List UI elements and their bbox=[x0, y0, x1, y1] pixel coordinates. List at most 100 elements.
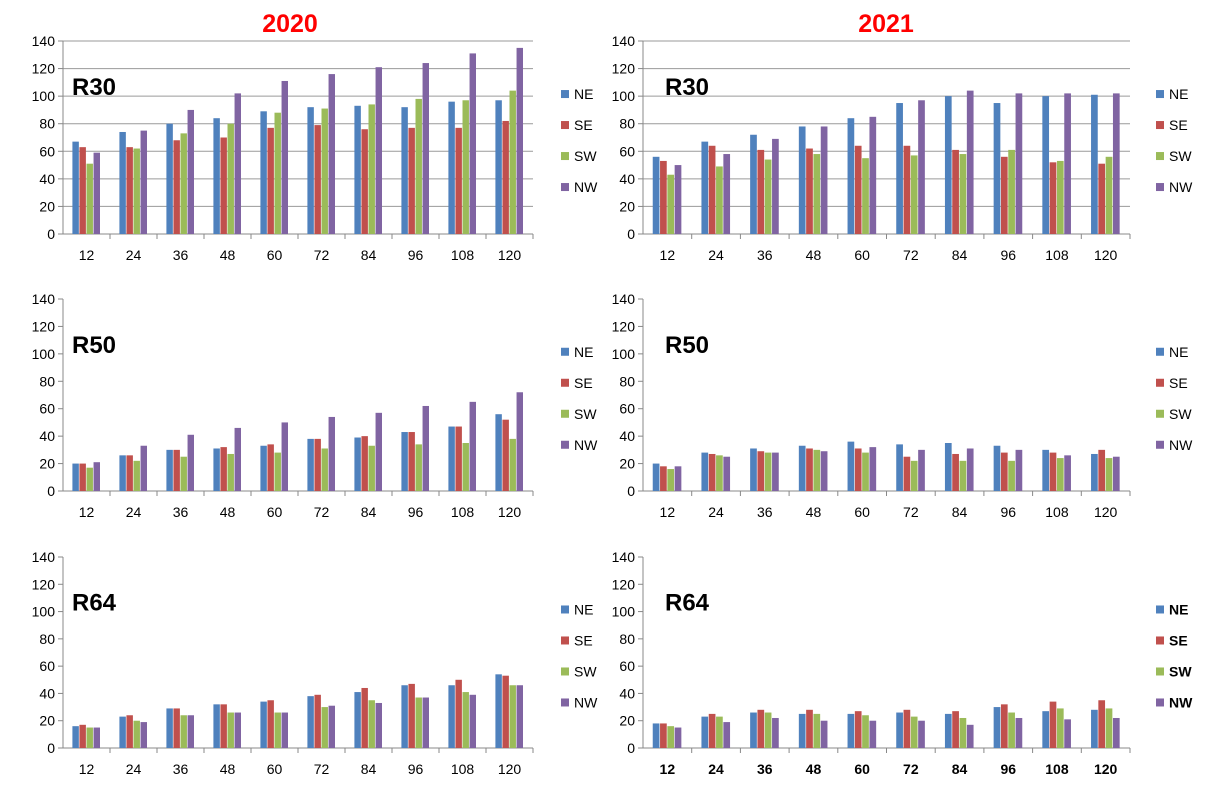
bar-ne-48 bbox=[798, 713, 806, 748]
bar-sw-60 bbox=[274, 712, 281, 748]
bar-sw-48 bbox=[227, 453, 234, 491]
bar-ne-72 bbox=[307, 107, 314, 234]
bar-ne-60 bbox=[260, 445, 267, 491]
bar-ne-24 bbox=[701, 716, 709, 748]
legend-label-ne: NE bbox=[1169, 601, 1188, 617]
x-tick-label: 36 bbox=[757, 504, 773, 520]
bar-nw-36 bbox=[772, 717, 779, 748]
bar-sw-96 bbox=[1008, 712, 1015, 748]
bar-ne-108 bbox=[448, 101, 455, 235]
bar-ne-84 bbox=[944, 96, 952, 235]
panel-label: R64 bbox=[72, 589, 117, 616]
legend-label-se: SE bbox=[574, 117, 593, 133]
bar-ne-36 bbox=[166, 123, 173, 234]
legend-swatch-nw bbox=[1156, 698, 1164, 707]
x-tick-label: 108 bbox=[451, 761, 475, 777]
bar-ne-24 bbox=[701, 452, 709, 491]
y-tick-label: 100 bbox=[32, 604, 56, 620]
bar-se-72 bbox=[314, 438, 321, 491]
bar-ne-36 bbox=[750, 712, 757, 748]
bar-sw-48 bbox=[227, 712, 234, 748]
y-tick-label: 120 bbox=[612, 576, 636, 592]
bar-nw-84 bbox=[966, 724, 974, 748]
bar-ne-12 bbox=[652, 463, 660, 491]
legend-swatch-sw bbox=[561, 667, 569, 676]
y-tick-label: 140 bbox=[612, 291, 636, 307]
legend-label-nw: NW bbox=[574, 437, 598, 453]
bar-ne-96 bbox=[993, 445, 1001, 491]
bar-se-72 bbox=[314, 125, 321, 234]
y-tick-label: 20 bbox=[619, 456, 635, 472]
bar-sw-72 bbox=[321, 448, 328, 491]
x-tick-label: 60 bbox=[267, 247, 283, 263]
x-tick-label: 48 bbox=[806, 504, 822, 520]
bar-sw-72 bbox=[910, 460, 918, 491]
bar-sw-72 bbox=[321, 707, 328, 748]
bar-sw-108 bbox=[1056, 160, 1064, 234]
bar-nw-12 bbox=[674, 727, 682, 748]
bar-sw-12 bbox=[667, 174, 675, 234]
x-tick-label: 120 bbox=[498, 247, 522, 263]
bar-ne-120 bbox=[495, 100, 502, 235]
bar-se-48 bbox=[220, 704, 227, 748]
bar-se-108 bbox=[1049, 162, 1057, 234]
y-tick-label: 140 bbox=[32, 33, 56, 49]
bar-sw-72 bbox=[321, 108, 328, 234]
legend-label-ne: NE bbox=[574, 86, 593, 102]
bar-se-24 bbox=[708, 453, 716, 491]
x-tick-label: 72 bbox=[903, 761, 919, 777]
legend-label-ne: NE bbox=[1169, 86, 1188, 102]
bar-se-36 bbox=[173, 708, 180, 748]
x-tick-label: 48 bbox=[220, 247, 236, 263]
y-tick-label: 60 bbox=[39, 658, 55, 674]
x-tick-label: 12 bbox=[660, 504, 676, 520]
bar-nw-72 bbox=[918, 720, 925, 748]
bar-sw-24 bbox=[133, 148, 140, 234]
bar-nw-48 bbox=[820, 720, 828, 748]
bar-se-36 bbox=[757, 709, 765, 748]
x-tick-label: 60 bbox=[267, 761, 283, 777]
bar-sw-36 bbox=[180, 456, 187, 491]
x-tick-label: 24 bbox=[126, 504, 142, 520]
bar-nw-60 bbox=[281, 712, 288, 748]
bar-nw-84 bbox=[375, 67, 382, 234]
bar-ne-108 bbox=[1042, 96, 1050, 235]
bar-ne-72 bbox=[896, 712, 903, 748]
bar-se-120 bbox=[1098, 449, 1106, 491]
bar-sw-96 bbox=[415, 98, 422, 235]
bar-nw-120 bbox=[1112, 456, 1120, 491]
y-tick-label: 20 bbox=[619, 198, 635, 214]
bar-ne-96 bbox=[993, 707, 1001, 748]
x-tick-label: 24 bbox=[708, 504, 724, 520]
bar-ne-120 bbox=[495, 674, 502, 748]
bar-nw-60 bbox=[869, 447, 877, 491]
bar-ne-36 bbox=[166, 449, 173, 491]
y-tick-label: 60 bbox=[39, 143, 55, 159]
x-tick-label: 72 bbox=[314, 504, 330, 520]
y-tick-label: 0 bbox=[47, 483, 55, 499]
bar-nw-12 bbox=[674, 466, 682, 491]
bar-ne-84 bbox=[354, 692, 361, 748]
y-tick-label: 60 bbox=[619, 143, 635, 159]
bar-se-48 bbox=[806, 148, 813, 234]
bar-se-108 bbox=[455, 127, 462, 234]
y-tick-label: 120 bbox=[32, 318, 56, 334]
bar-sw-24 bbox=[716, 716, 723, 748]
y-tick-label: 40 bbox=[619, 171, 635, 187]
legend-swatch-ne bbox=[561, 605, 569, 614]
bar-nw-108 bbox=[469, 694, 476, 748]
y-tick-label: 0 bbox=[627, 740, 635, 756]
legend-swatch-sw bbox=[1156, 152, 1164, 161]
bar-nw-48 bbox=[234, 93, 241, 234]
bar-nw-96 bbox=[422, 697, 429, 748]
bar-nw-36 bbox=[772, 452, 779, 491]
x-tick-label: 60 bbox=[854, 761, 870, 777]
legend-label-nw: NW bbox=[574, 179, 598, 195]
x-tick-label: 60 bbox=[267, 504, 283, 520]
bar-nw-96 bbox=[1015, 93, 1023, 234]
bar-se-36 bbox=[757, 149, 765, 234]
bar-nw-12 bbox=[93, 152, 100, 234]
year-title-2021: 2021 bbox=[858, 10, 914, 38]
bar-sw-48 bbox=[813, 449, 821, 491]
bar-ne-60 bbox=[847, 118, 855, 234]
